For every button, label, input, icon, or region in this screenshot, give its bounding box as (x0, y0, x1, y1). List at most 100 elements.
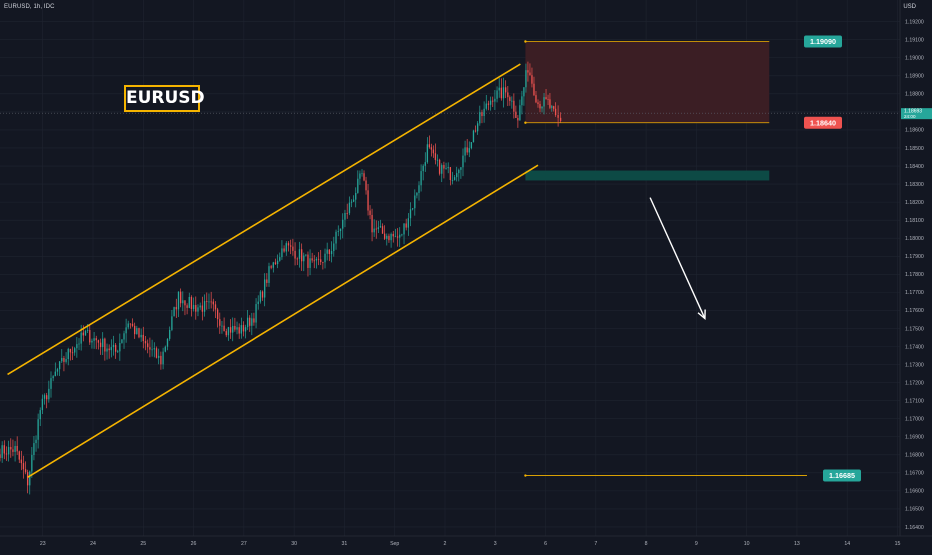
candle-body (545, 97, 547, 100)
candle-body (411, 208, 414, 210)
candle-body (61, 357, 63, 362)
candle-body (328, 249, 330, 255)
price-axis-tick-label: 1.17400 (905, 344, 924, 350)
candle-body (373, 228, 375, 233)
price-axis-tick-label: 1.19000 (905, 56, 924, 62)
candle-body (513, 100, 515, 112)
price-axis-tick-label: 1.17900 (905, 254, 924, 260)
candle-body (464, 147, 466, 156)
candle-body (93, 338, 95, 341)
candle-body (523, 87, 525, 97)
price-axis-panel (900, 0, 932, 550)
time-axis-tick-label: 23 (40, 541, 46, 547)
candle-body (525, 70, 527, 88)
candle-body (151, 349, 153, 351)
candle-body (206, 301, 208, 302)
candle-body (121, 339, 123, 343)
candle-body (192, 305, 195, 310)
candle-body (405, 223, 407, 228)
candle-body (208, 301, 210, 303)
time-axis-tick-label: 10 (744, 541, 750, 547)
candle-body (125, 327, 127, 334)
candle-body (69, 348, 72, 353)
candle-body (50, 378, 52, 389)
candle-body (322, 261, 324, 263)
candle-body (22, 463, 25, 470)
candle-body (10, 447, 12, 450)
candle-body (43, 395, 46, 399)
candle-body (428, 144, 431, 148)
resistance-zone (525, 41, 770, 123)
price-axis-tick-label: 1.17300 (905, 362, 924, 368)
candle-body (416, 192, 418, 196)
candle-body (509, 97, 511, 102)
candle-body (367, 190, 369, 211)
time-axis-tick-label: 14 (844, 541, 850, 547)
candle-body (253, 318, 255, 323)
price-tag-label: 1.19090 (810, 37, 836, 46)
candle-body (533, 83, 535, 96)
candle-body (35, 439, 37, 444)
candle-body (216, 309, 219, 320)
candle-body (479, 112, 481, 124)
candle-body (539, 104, 541, 109)
price-axis-tick-label: 1.16600 (905, 489, 924, 495)
candle-body (3, 445, 5, 454)
candle-body (529, 72, 531, 76)
candle-body (298, 249, 301, 259)
candle-body (80, 332, 82, 344)
candle-body (63, 357, 65, 362)
candle-body (472, 130, 475, 143)
price-axis-tick-label: 1.16900 (905, 435, 924, 441)
candle-body (58, 361, 61, 370)
price-tag (804, 35, 842, 48)
candle-body (468, 148, 470, 153)
candle-body (179, 291, 182, 304)
candle-body (175, 307, 177, 310)
candle-body (238, 327, 240, 334)
candle-body (303, 255, 305, 262)
candle-body (551, 106, 553, 108)
candle-body (242, 325, 245, 332)
candle-body (476, 123, 479, 132)
candle-body (268, 266, 270, 283)
candle-body (199, 305, 201, 308)
candle-body (39, 410, 41, 420)
price-axis-tick-label: 1.18500 (905, 146, 924, 152)
candle-body (91, 340, 93, 343)
candle-body (399, 234, 401, 238)
candle-body (14, 445, 16, 452)
candle-body (52, 376, 54, 379)
candle-body (445, 168, 447, 169)
candle-body (171, 316, 173, 330)
support-zone (525, 170, 770, 181)
candle-body (46, 395, 48, 400)
candle-body (377, 227, 380, 230)
candle-body (335, 231, 337, 244)
candle-body (392, 233, 394, 237)
candle-body (12, 449, 14, 452)
candle-body (554, 108, 557, 116)
candle-body (553, 106, 555, 109)
candle-body (441, 165, 443, 174)
price-tag-label: 1.16685 (829, 471, 855, 480)
candle-body (326, 249, 328, 254)
candle-body (164, 346, 166, 352)
candle-body (86, 330, 89, 331)
candle-body (451, 179, 454, 181)
candle-body (317, 258, 320, 260)
candle-body (173, 307, 175, 317)
candle-body (350, 201, 353, 203)
price-axis-tick-label: 1.18200 (905, 200, 924, 206)
candle-body (307, 254, 309, 268)
candle-body (519, 105, 521, 121)
candle-body (507, 92, 509, 98)
candle-body (449, 167, 452, 181)
candle-body (261, 291, 264, 298)
candle-body (296, 258, 298, 260)
candle-body (537, 102, 539, 105)
candle-body (483, 108, 485, 117)
candle-body (359, 173, 361, 179)
